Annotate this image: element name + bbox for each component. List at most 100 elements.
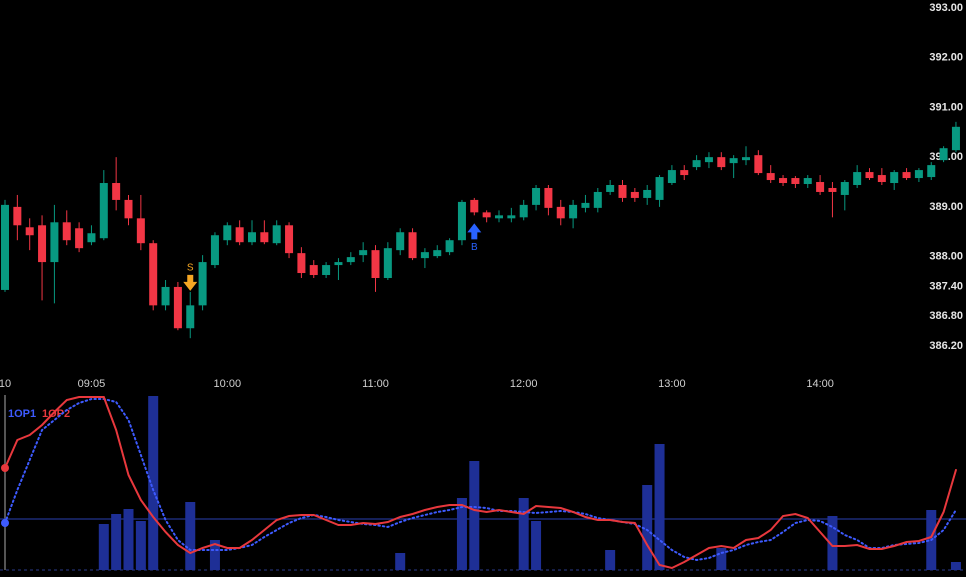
- y-tick-label: 387.40: [929, 280, 963, 292]
- sell-label: S: [187, 263, 194, 274]
- candle-body: [99, 183, 108, 239]
- y-tick-label: 391.00: [929, 101, 963, 113]
- histogram-bar: [185, 502, 196, 570]
- candle-body: [235, 227, 244, 243]
- candle-body: [556, 206, 565, 219]
- candle-body: [297, 253, 306, 274]
- candle-body: [544, 187, 553, 208]
- y-tick-label: 393.00: [929, 2, 963, 14]
- candle-body: [210, 235, 219, 266]
- candle-body: [248, 232, 256, 243]
- candle-body: [630, 191, 639, 198]
- candle-body: [62, 222, 71, 241]
- candle-body: [1, 204, 9, 290]
- histogram-bar: [827, 516, 838, 570]
- histogram-bar: [469, 461, 480, 570]
- candle-body: [754, 155, 763, 174]
- candle-body: [470, 199, 479, 213]
- candle-body: [840, 182, 849, 195]
- histogram-bar: [531, 521, 542, 570]
- candle-body: [396, 232, 405, 251]
- histogram-bar: [209, 540, 220, 570]
- candle-body: [309, 265, 318, 276]
- candle-body: [161, 286, 170, 306]
- candle-body: [779, 178, 788, 184]
- y-tick-label: 386.80: [929, 310, 963, 322]
- line-start-dot: [1, 519, 9, 527]
- candle-body: [742, 157, 750, 161]
- candle-body: [260, 232, 269, 243]
- candle-body: [457, 201, 466, 241]
- candle-body: [692, 160, 701, 168]
- candle-body: [322, 265, 331, 276]
- buy-label: B: [471, 242, 478, 253]
- candle-body: [285, 225, 294, 254]
- candle-body: [124, 199, 133, 219]
- candle-body: [643, 189, 652, 198]
- x-tick-label: 10:00: [214, 378, 242, 390]
- candle-body: [680, 170, 689, 176]
- candle-body: [495, 215, 503, 219]
- candle-body: [828, 187, 837, 192]
- candle-body: [581, 202, 590, 208]
- candle-body: [914, 170, 923, 179]
- candle-body: [223, 225, 232, 241]
- candle-body: [186, 305, 195, 329]
- candle-body: [136, 218, 145, 244]
- histogram-bar: [605, 550, 616, 570]
- candle-body: [927, 165, 936, 178]
- y-tick-label: 388.00: [929, 251, 963, 263]
- candle-body: [112, 183, 121, 200]
- candle-body: [655, 177, 664, 200]
- histogram-bar: [518, 498, 529, 570]
- indicator-line: [4, 398, 957, 562]
- candle-body: [667, 170, 676, 184]
- legend-1op1: 1OP1: [8, 408, 36, 420]
- histogram-bar: [111, 514, 122, 570]
- candle-body: [173, 286, 182, 329]
- candle-body: [25, 227, 34, 236]
- histogram-bar: [123, 509, 134, 570]
- candle-body: [618, 185, 627, 198]
- histogram-bar: [98, 524, 109, 570]
- candle-body: [75, 228, 84, 249]
- candle-body: [13, 206, 22, 226]
- candle-body: [420, 252, 429, 259]
- candle-body: [359, 250, 368, 256]
- candle-body: [198, 262, 207, 306]
- histogram-bar: [135, 521, 146, 570]
- candle-body: [507, 215, 516, 219]
- histogram-bar: [395, 553, 406, 570]
- candle-body: [433, 250, 442, 257]
- candle-body: [816, 182, 825, 192]
- candle-body: [445, 240, 454, 253]
- x-tick-label: 11:00: [362, 378, 389, 390]
- y-tick-label: 386.20: [929, 340, 963, 352]
- candle-body: [383, 248, 392, 279]
- candle-body: [334, 262, 343, 266]
- y-tick-label: 389.00: [929, 201, 963, 213]
- sell-arrow: [183, 274, 198, 291]
- histogram-bar: [456, 498, 467, 570]
- candle-body: [346, 257, 355, 263]
- candle-body: [717, 157, 726, 168]
- candle-body: [865, 172, 874, 179]
- x-tick-label: 13:00: [658, 378, 686, 390]
- candle-body: [50, 222, 59, 263]
- candle-body: [853, 172, 862, 186]
- buy-arrow: [467, 223, 482, 240]
- candle-body: [704, 157, 713, 163]
- candle-body: [593, 191, 602, 208]
- histogram-bar: [716, 548, 727, 570]
- candle-body: [38, 225, 47, 263]
- candle-body: [149, 243, 158, 306]
- indicator-line: [4, 396, 957, 570]
- candle-body: [371, 250, 380, 279]
- candle-body: [766, 173, 775, 181]
- candle-body: [951, 126, 960, 151]
- x-tick-label: 09:05: [78, 378, 106, 390]
- line-start-dot: [1, 464, 9, 472]
- candle-body: [877, 175, 886, 183]
